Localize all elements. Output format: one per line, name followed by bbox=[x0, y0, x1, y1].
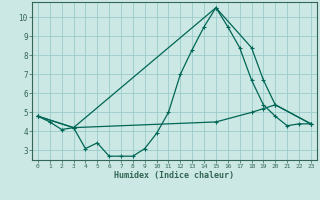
X-axis label: Humidex (Indice chaleur): Humidex (Indice chaleur) bbox=[115, 171, 234, 180]
